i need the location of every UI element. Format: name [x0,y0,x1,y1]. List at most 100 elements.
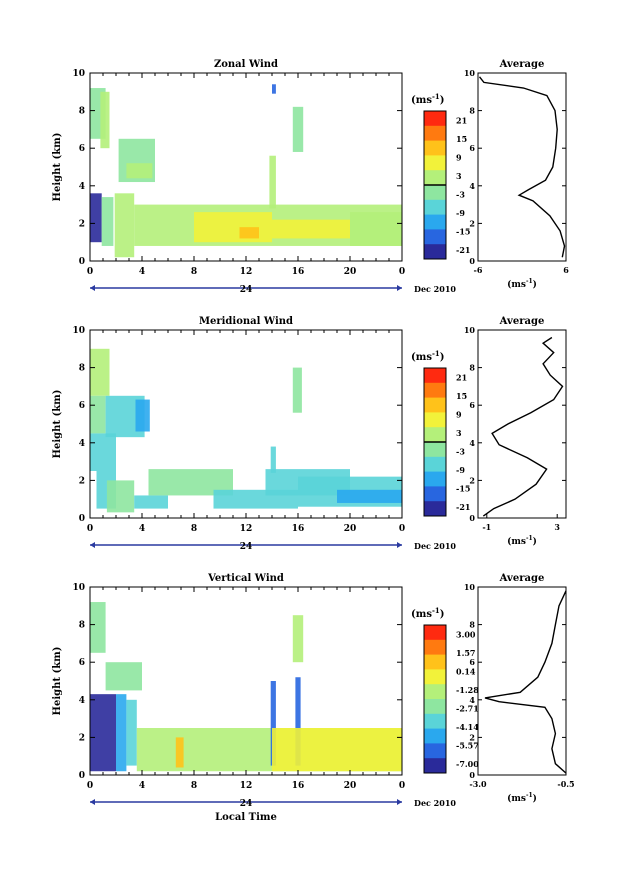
average-unit-label: (ms-1) [507,792,537,804]
colorbar-swatch [424,471,446,487]
colorbar-swatch [424,214,446,230]
colorbar-swatch [424,713,446,730]
average-unit-label: (ms-1) [507,278,537,290]
x-tick-label: 0 [87,267,93,277]
colorbar-tick-label: -7.00 [456,759,479,769]
date-axis-arrow-left [90,542,95,548]
average-y-tick-label: 0 [469,513,475,523]
colorbar-tick-label: 0.14 [456,666,476,676]
x-tick-label: 8 [191,267,197,277]
colorbar-tick-label: 15 [456,391,467,401]
y-tick-label: 8 [79,364,85,374]
colorbar-tick-label: -15 [456,226,470,236]
colorbar-tick-label: -15 [456,483,470,493]
x-tick-label: 8 [191,524,197,534]
colorbar-tick-label: 21 [456,115,467,125]
x-tick-label: 0 [399,524,405,534]
average-y-tick-label: 8 [469,620,475,630]
colorbar-swatch [424,140,446,156]
x-tick-label: 20 [344,524,357,534]
average-x-tick-label: 6 [563,265,569,275]
x-tick-label: 0 [87,781,93,791]
field-cell [272,219,350,239]
average-title: Average [499,316,545,327]
y-tick-label: 8 [79,621,85,631]
field-cell [239,227,259,239]
y-tick-label: 2 [79,476,85,486]
average-frame [477,329,567,519]
y-tick-label: 0 [79,771,85,781]
colorbar-tick-label: -9 [456,465,465,475]
date-label: Dec 2010 [414,284,456,294]
field-cell [269,155,276,209]
average-y-tick-label: 0 [469,256,475,266]
y-tick-label: 8 [79,107,85,117]
date-axis-arrow-left [90,285,95,291]
date-axis-arrow-right [397,799,402,805]
colorbar-swatch [424,229,446,245]
colorbar-swatch [424,486,446,502]
colorbar-tick-label: -9 [456,208,465,218]
average-y-tick-label: 10 [464,582,476,592]
colorbar-tick-label: 1.57 [456,648,475,658]
field-cell [270,446,276,473]
colorbar-swatch [424,170,446,186]
colorbar-frame [423,624,447,774]
average-x-tick-label: -3.0 [469,779,487,789]
colorbar-swatch [424,699,446,715]
colorbar-swatch [424,442,446,458]
field-cell [337,489,402,503]
average-x-tick-label: -6 [474,265,483,275]
field-cell [90,433,116,471]
y-tick-label: 0 [79,257,85,267]
colorbar-swatch [424,625,446,641]
average-y-tick-label: 8 [469,106,475,116]
average-y-tick-label: 0 [469,770,475,780]
field-cell [135,399,150,432]
field-cell [292,106,304,152]
colorbar-swatch [424,111,446,127]
panel-title: Meridional Wind [199,316,293,327]
x-tick-label: 8 [191,781,197,791]
colorbar-swatch [424,397,446,413]
date-axis-arrow-left [90,799,95,805]
field-cell [105,662,142,691]
date-tick: 24 [240,285,253,295]
field-cell [292,615,304,663]
average-title: Average [499,573,545,584]
y-axis-label: Height (km) [52,647,63,716]
colorbar-tick-label: -2.71 [456,703,479,713]
field-cell [194,212,272,243]
colorbar-swatch [424,684,446,700]
field-cell [175,737,184,768]
average-y-tick-label: 6 [469,143,475,153]
x-tick-label: 0 [399,267,405,277]
colorbar-swatch [424,743,446,759]
average-title: Average [499,59,545,70]
colorbar-tick-label: 15 [456,134,467,144]
average-y-tick-label: 8 [469,363,475,373]
y-tick-label: 6 [79,658,85,668]
field-cell [270,681,276,766]
y-axis-label: Height (km) [52,390,63,459]
field-cell [106,480,135,513]
colorbar-tick-label: -1.28 [456,685,479,695]
colorbar-tick-label: 3.00 [456,629,476,639]
colorbar-swatch [424,155,446,171]
field-cell [126,163,153,179]
y-tick-label: 0 [79,514,85,524]
colorbar-tick-label: 3 [456,428,462,438]
field-cell [114,193,135,258]
unit-label: (ms-1) [411,349,444,363]
colorbar-swatch [424,125,446,142]
colorbar-tick-label: -4.14 [456,722,479,732]
field-cell [90,694,116,772]
colorbar-swatch [424,382,446,399]
colorbar-swatch [424,427,446,443]
field-cell [116,694,127,772]
colorbar-swatch [424,728,446,744]
colorbar-swatch [424,639,446,656]
y-tick-label: 2 [79,219,85,229]
x-tick-label: 20 [344,267,357,277]
